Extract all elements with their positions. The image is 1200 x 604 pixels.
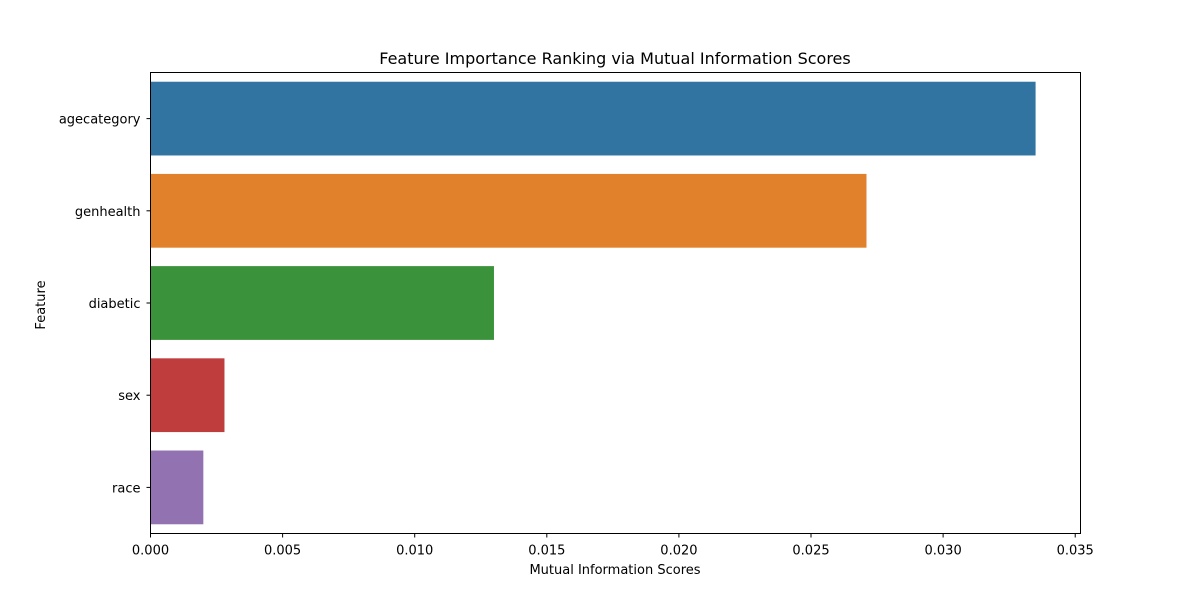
bar-race <box>150 450 204 525</box>
x-axis-title: Mutual Information Scores <box>529 563 700 578</box>
y-axis-title: Feature <box>34 280 49 329</box>
x-tick-label: 0.010 <box>396 544 433 559</box>
y-tick-label: agecategory <box>59 113 141 128</box>
x-tick-label: 0.020 <box>660 544 697 559</box>
x-tick-label: 0.000 <box>132 544 169 559</box>
plot-frame <box>150 72 1081 534</box>
x-tick-label: 0.035 <box>1057 544 1094 559</box>
x-tick-label: 0.005 <box>264 544 301 559</box>
x-axis-ticks: 0.000 0.005 0.010 0.015 0.020 0.025 0.030 0.035 <box>132 533 1094 559</box>
y-tick-label: sex <box>118 389 141 404</box>
y-tick-label: genhealth <box>75 205 141 220</box>
x-tick-label: 0.030 <box>925 544 962 559</box>
bar-agecategory <box>150 81 1036 156</box>
x-tick-label: 0.025 <box>792 544 829 559</box>
x-tick-label: 0.015 <box>528 544 565 559</box>
chart-title: Feature Importance Ranking via Mutual In… <box>379 49 850 68</box>
bar-diabetic <box>150 266 494 340</box>
y-axis-ticks: agecategory genhealth diabetic sex race <box>59 113 151 496</box>
y-tick-label: race <box>112 481 140 496</box>
bar-sex <box>150 358 225 433</box>
bar-genhealth <box>150 173 867 248</box>
bars-group <box>150 81 1036 525</box>
y-tick-label: diabetic <box>89 297 141 312</box>
